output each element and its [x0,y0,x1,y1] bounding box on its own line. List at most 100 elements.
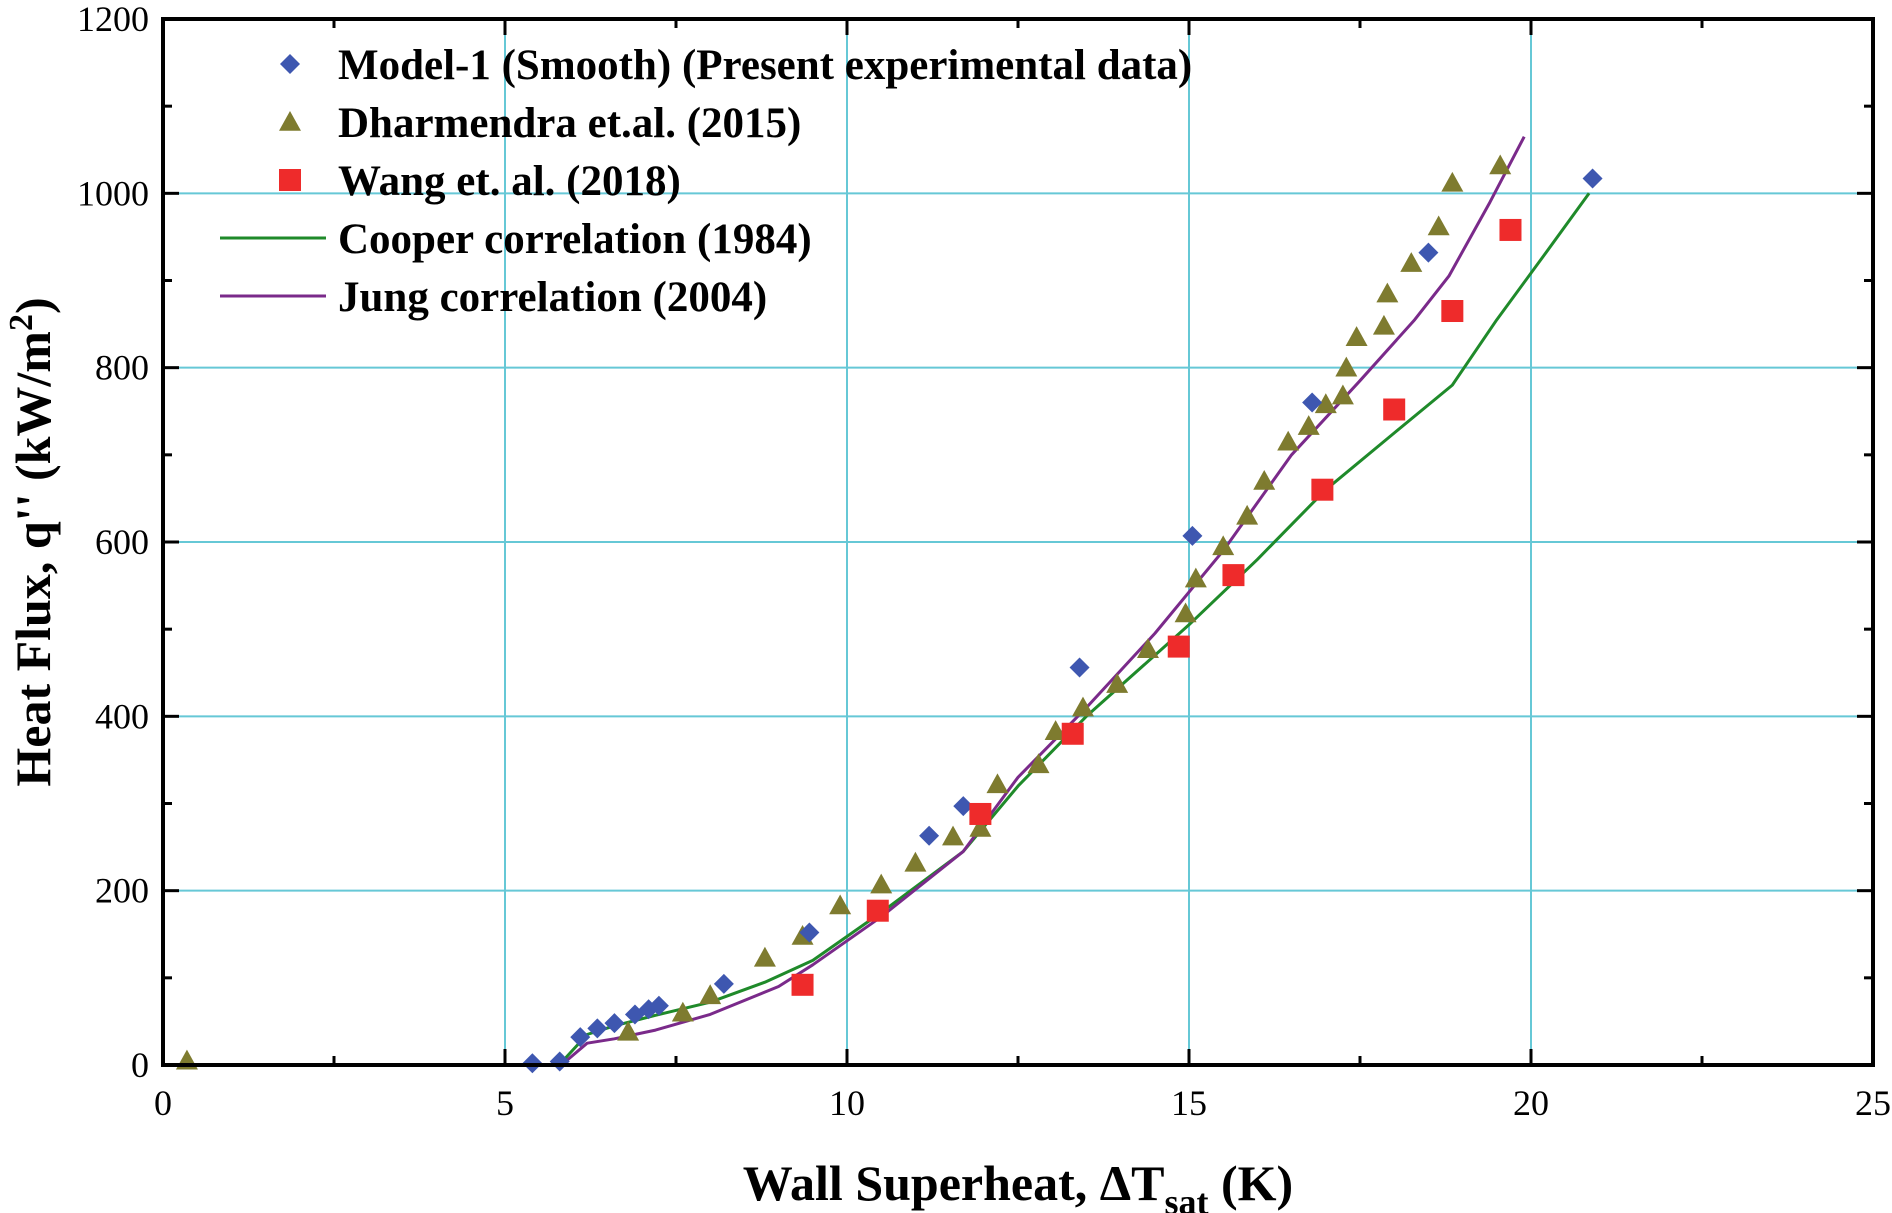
legend-entry-dharmendra-et-al-2015: Dharmendra et.al. (2015) [279,100,801,147]
data-point-wang-et-al-2018-1 [866,899,889,922]
data-point-model-1-smooth-present-experimental-data-15 [1418,242,1439,263]
series-line-jung-correlation-2004 [565,136,1526,1062]
data-point-dharmendra-et-al-2015-14 [1071,696,1094,717]
data-point-dharmendra-et-al-2015-9 [942,825,965,846]
legend-swatch-square [279,169,301,191]
data-point-dharmendra-et-al-2015-4 [753,946,776,967]
y-tick-label: 400 [95,696,149,736]
data-point-dharmendra-et-al-2015-30 [1400,252,1423,272]
data-point-dharmendra-et-al-2015-33 [1489,154,1512,175]
data-point-dharmendra-et-al-2015-8 [904,851,927,872]
data-point-wang-et-al-2018-8 [1441,300,1464,323]
data-point-dharmendra-et-al-2015-16 [1136,638,1159,659]
y-tick-label: 1200 [77,0,149,39]
y-tick-label: 1000 [77,173,149,213]
data-point-dharmendra-et-al-2015-11 [986,773,1009,794]
series-layer [175,136,1603,1074]
series-wang-et-al-2018 [791,218,1522,996]
data-point-dharmendra-et-al-2015-17 [1174,602,1197,623]
data-point-dharmendra-et-al-2015-21 [1253,469,1276,490]
data-point-dharmendra-et-al-2015-19 [1212,535,1235,556]
data-point-model-1-smooth-present-experimental-data-10 [919,825,940,846]
data-point-dharmendra-et-al-2015-6 [829,894,852,915]
data-point-model-1-smooth-present-experimental-data-12 [1069,657,1090,678]
data-point-dharmendra-et-al-2015-12 [1027,753,1050,774]
y-axis-title-close: ) [5,297,61,314]
data-point-model-1-smooth-present-experimental-data-3 [587,1018,608,1039]
x-tick-label: 15 [1171,1083,1207,1123]
data-point-dharmendra-et-al-2015-15 [1106,673,1129,693]
data-point-wang-et-al-2018-5 [1222,564,1245,587]
y-axis-title-superscript: 2 [3,314,40,331]
data-point-dharmendra-et-al-2015-24 [1314,393,1337,414]
x-tick-label: 5 [496,1083,514,1123]
data-point-wang-et-al-2018-6 [1311,478,1334,501]
plot-frame [161,17,1875,1067]
legend-label: Dharmendra et.al. (2015) [338,100,801,147]
y-axis-title: Heat Flux, q'' (kW/m2) [3,297,61,786]
data-point-wang-et-al-2018-7 [1383,398,1406,421]
x-tick-label: 20 [1513,1083,1549,1123]
series-model-1-smooth-present-experimental-data [522,168,1603,1074]
data-point-model-1-smooth-present-experimental-data-9 [799,922,820,943]
data-point-model-1-smooth-present-experimental-data-8 [713,973,734,994]
x-tick-label: 10 [829,1083,865,1123]
data-point-wang-et-al-2018-9 [1499,218,1522,241]
legend: Model-1 (Smooth) (Present experimental d… [220,42,1192,321]
data-point-model-1-smooth-present-experimental-data-7 [648,995,669,1016]
legend-entry-cooper-correlation-1984: Cooper correlation (1984) [220,216,812,263]
legend-entry-wang-et-al-2018: Wang et. al. (2018) [279,158,681,205]
y-tick-label: 600 [95,522,149,562]
x-tick-label: 0 [154,1083,172,1123]
x-axis-title-main: Wall Superheat, ΔT [743,1155,1165,1211]
data-point-dharmendra-et-al-2015-2 [671,1001,694,1022]
legend-label: Wang et. al. (2018) [338,158,681,205]
x-axis-title: Wall Superheat, ΔTsat (K) [743,1155,1293,1213]
y-axis-title-main: Heat Flux, q'' (kW/m [5,331,61,787]
legend-swatch-triangle [279,111,301,131]
data-point-model-1-smooth-present-experimental-data-16 [1582,168,1603,189]
legend-label: Model-1 (Smooth) (Present experimental d… [338,42,1192,89]
x-axis-title-unit: (K) [1208,1155,1293,1211]
data-point-dharmendra-et-al-2015-27 [1345,326,1368,346]
data-point-dharmendra-et-al-2015-3 [699,984,722,1005]
data-point-model-1-smooth-present-experimental-data-4 [604,1013,625,1034]
data-point-wang-et-al-2018-0 [791,973,814,996]
data-point-dharmendra-et-al-2015-18 [1184,567,1207,588]
y-tick-label: 0 [131,1045,149,1085]
legend-label: Cooper correlation (1984) [338,216,812,263]
data-point-dharmendra-et-al-2015-10 [969,816,992,837]
data-point-dharmendra-et-al-2015-13 [1044,720,1067,740]
x-axis-title-subscript: sat [1164,1182,1208,1213]
y-tick-label: 200 [95,871,149,911]
data-point-dharmendra-et-al-2015-7 [870,873,893,894]
series-line-cooper-correlation-1984 [561,192,1591,1062]
legend-label: Jung correlation (2004) [338,274,767,321]
data-point-dharmendra-et-al-2015-1 [617,1020,640,1041]
data-point-wang-et-al-2018-4 [1167,635,1190,658]
data-point-wang-et-al-2018-3 [1061,722,1084,745]
data-point-dharmendra-et-al-2015-23 [1297,415,1320,435]
data-point-dharmendra-et-al-2015-32 [1441,171,1464,192]
data-point-model-1-smooth-present-experimental-data-13 [1182,525,1203,546]
data-point-model-1-smooth-present-experimental-data-14 [1302,392,1323,413]
x-tick-label: 25 [1855,1083,1891,1123]
tick-labels: 0 5 10 15 20 25 0 200 400 600 800 1000 1200 [77,0,1891,1123]
data-point-dharmendra-et-al-2015-29 [1376,282,1399,303]
series-cooper-correlation-1984 [561,192,1591,1062]
series-jung-correlation-2004 [565,136,1526,1062]
y-tick-label: 800 [95,348,149,388]
data-point-dharmendra-et-al-2015-31 [1427,215,1450,236]
series-dharmendra-et-al-2015 [175,154,1512,1070]
data-point-dharmendra-et-al-2015-28 [1372,314,1395,335]
data-point-dharmendra-et-al-2015-22 [1277,430,1300,451]
data-point-wang-et-al-2018-2 [969,802,992,825]
data-point-model-1-smooth-present-experimental-data-11 [953,796,974,817]
data-point-dharmendra-et-al-2015-25 [1331,384,1354,405]
legend-entry-model-1-smooth-present-experimental-data: Model-1 (Smooth) (Present experimental d… [280,42,1192,89]
legend-entry-jung-correlation-2004: Jung correlation (2004) [220,274,767,321]
data-point-model-1-smooth-present-experimental-data-2 [570,1027,591,1048]
